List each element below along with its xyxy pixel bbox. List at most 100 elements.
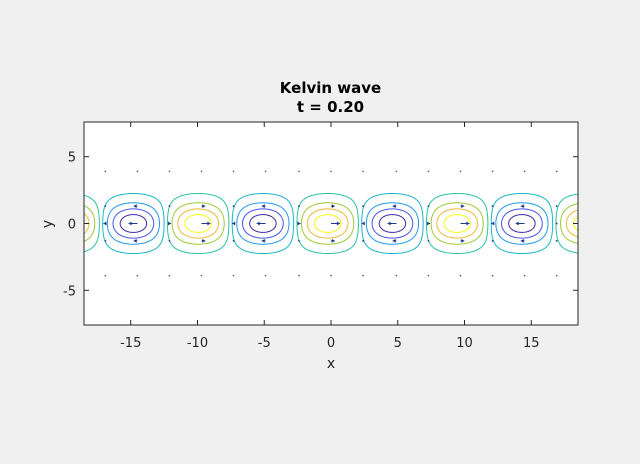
velocity-arrow [555,205,558,208]
velocity-arrow [555,170,558,173]
x-tick-label: 10 [456,336,473,351]
y-tick-label: -5 [63,284,76,299]
velocity-arrow [491,205,494,208]
velocity-arrow [555,239,558,242]
velocity-arrow [460,238,465,243]
velocity-arrow [261,204,266,209]
x-tick-label: 0 [327,336,335,351]
velocity-arrow [515,221,525,226]
velocity-arrow [298,274,300,277]
velocity-arrow [491,274,494,277]
contour-level [84,202,578,245]
velocity-arrow [362,170,364,173]
velocity-arrow [200,274,203,277]
y-axis-label: y [40,220,56,228]
velocity-arrow [460,204,465,209]
velocity-arrow [168,170,171,173]
velocity-arrow [256,221,266,226]
velocity-arrow [298,170,300,173]
velocity-arrow [392,204,397,209]
velocity-arrow [168,221,172,226]
x-tick-label: -10 [187,336,208,351]
velocity-arrow [168,205,171,208]
velocity-arrow [491,239,494,242]
x-tick-label: 5 [394,336,402,351]
contour-level [84,192,578,255]
velocity-arrow [362,274,364,277]
x-tick-label: 15 [523,336,540,351]
contour-level [102,192,554,255]
velocity-arrow [232,205,235,208]
velocity-arrow [136,274,139,277]
velocity-arrow [330,274,332,277]
velocity-arrow [520,204,525,209]
x-axis-label: x [327,356,335,372]
velocity-arrow [264,274,267,277]
velocity-arrow [459,274,462,277]
velocity-arrow [555,222,558,225]
x-tick-label: -5 [258,336,271,351]
velocity-arrow [427,274,430,277]
velocity-arrows [103,170,558,277]
velocity-arrow [427,239,430,242]
velocity-arrow [168,239,171,242]
velocity-arrow [427,221,431,226]
contour-level [106,202,549,245]
velocity-arrow [201,204,206,209]
velocity-arrow [128,221,138,226]
contour-level [112,208,543,239]
contour-layer [84,192,578,255]
x-tick-label: -15 [120,336,141,351]
velocity-arrow [361,221,365,226]
velocity-arrow [136,170,139,173]
y-tick-label: 5 [68,151,76,166]
velocity-arrow [395,170,398,173]
velocity-arrow [387,221,397,226]
velocity-arrow [103,221,107,226]
axis-ticks: -15 -10 -5 0 5 10 15 5 0 -5 [63,122,578,351]
velocity-arrow [298,205,300,208]
velocity-arrow [133,238,138,243]
velocity-arrow [520,238,525,243]
velocity-arrow [201,221,211,226]
velocity-arrow [264,170,267,173]
velocity-arrow [331,221,340,226]
velocity-arrow [330,170,332,173]
velocity-arrow [232,239,235,242]
velocity-arrow [104,274,107,277]
velocity-arrow [459,170,462,173]
velocity-arrow [362,205,364,208]
contour-level [119,214,536,233]
velocity-arrow [331,204,335,209]
y-tick-label: 0 [68,218,76,233]
velocity-arrow [133,204,138,209]
velocity-arrow [104,239,107,242]
velocity-arrow [168,274,171,277]
velocity-arrow [104,205,107,208]
velocity-arrow [395,274,398,277]
velocity-arrow [298,239,300,242]
velocity-arrow [104,170,107,173]
velocity-arrow [261,238,266,243]
velocity-arrow [331,238,335,243]
velocity-arrow [392,238,397,243]
velocity-arrow [201,238,206,243]
velocity-arrow [523,274,526,277]
velocity-arrow [523,170,526,173]
velocity-arrow [555,274,558,277]
velocity-arrow [200,170,203,173]
velocity-arrow [491,221,495,226]
contour-level [84,208,578,239]
velocity-arrow [232,221,236,226]
velocity-arrow [297,221,301,226]
velocity-arrow [427,205,430,208]
velocity-arrow [232,170,235,173]
velocity-arrow [427,170,430,173]
velocity-arrow [232,274,235,277]
velocity-arrow [460,221,470,226]
chart-title-line-1: Kelvin wave [280,79,381,97]
velocity-arrow [362,239,364,242]
chart-title-line-2: t = 0.20 [297,98,364,116]
velocity-arrow [491,170,494,173]
